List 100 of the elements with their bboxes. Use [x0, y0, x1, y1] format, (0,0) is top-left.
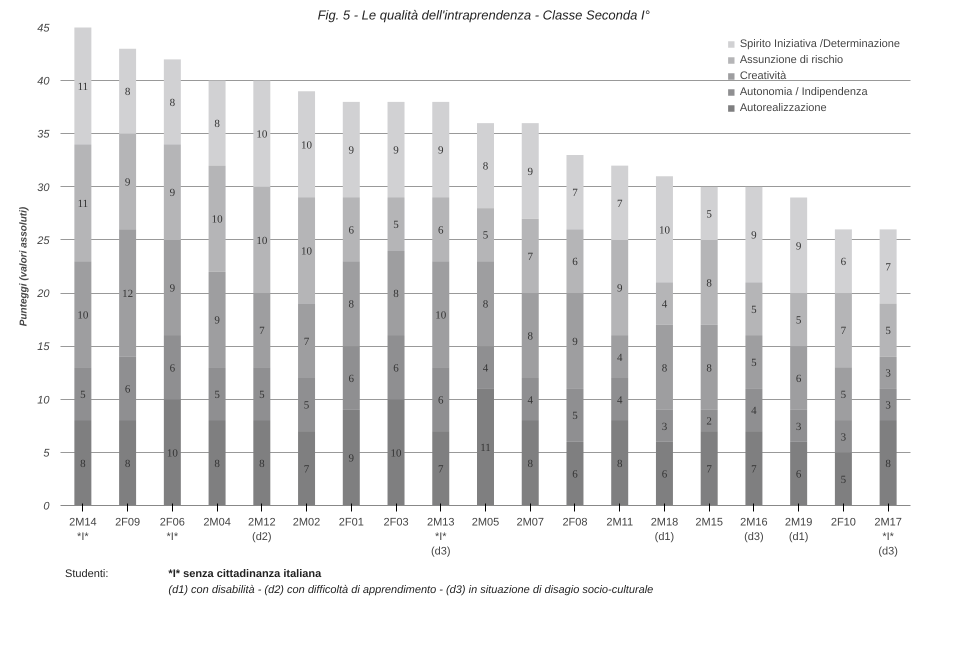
bar	[432, 197, 450, 262]
bar	[522, 123, 539, 219]
data-label: 5	[304, 400, 310, 412]
bar	[611, 378, 628, 421]
data-label: 8	[124, 458, 131, 470]
data-label: 9	[527, 166, 534, 178]
x-tick-label: 2F06 *I*	[160, 516, 185, 543]
bar	[388, 336, 405, 400]
data-label: 10	[301, 139, 313, 152]
y-tick-label: 35	[37, 128, 50, 141]
bar	[477, 123, 494, 208]
bar	[298, 91, 316, 198]
data-label: 10	[256, 128, 268, 141]
bar	[745, 336, 762, 389]
data-label: 7	[616, 198, 623, 210]
bar	[164, 240, 181, 336]
data-label: 8	[482, 298, 489, 311]
bar	[432, 367, 450, 432]
data-label: 3	[662, 420, 668, 433]
x-tick-label: 2M17 *I* (d3)	[874, 516, 902, 558]
bar	[342, 102, 360, 198]
bar	[880, 388, 897, 421]
data-label: 5	[80, 388, 86, 401]
x-tick-label: 2M13 *I* (d3)	[427, 516, 455, 558]
bar	[656, 410, 673, 442]
data-label: 9	[348, 144, 355, 157]
data-label: 9	[616, 282, 623, 295]
y-tick-label: 20	[36, 288, 50, 300]
bar	[700, 240, 718, 325]
bar	[432, 102, 450, 198]
y-tick-label: 15	[37, 341, 50, 354]
data-label: 5	[259, 388, 266, 401]
bar	[253, 367, 270, 421]
bar	[522, 293, 539, 378]
bar	[700, 324, 718, 410]
legend-label: Autonomia / Indipendenza	[740, 85, 868, 99]
data-label: 11	[480, 442, 491, 454]
text: *I* senza cittadinanza italiana	[168, 567, 322, 582]
data-label: 9	[348, 452, 355, 465]
data-label: 8	[80, 458, 86, 470]
x-tick-label: 2M11	[606, 516, 634, 528]
data-label: 8	[170, 96, 176, 109]
bar	[208, 272, 226, 368]
bar	[611, 240, 628, 336]
data-label: 9	[124, 176, 131, 189]
bar	[74, 144, 92, 262]
data-label: 2	[706, 416, 712, 428]
data-label: 6	[572, 468, 578, 481]
bar	[611, 336, 628, 378]
data-label: 6	[170, 362, 176, 374]
bar	[388, 250, 405, 336]
data-label: 6	[438, 224, 444, 236]
bar	[656, 282, 673, 325]
bar	[477, 208, 494, 262]
data-label: 8	[393, 288, 400, 300]
legend-label: Assunzione di rischio	[740, 53, 844, 67]
bar	[745, 282, 762, 336]
text: (d1) con disabilità - (d2) con difficoltà di apprendimento - (d3) in situazione di disagio socio-culturale	[168, 582, 654, 598]
x-tick-label: 2M15	[695, 516, 723, 528]
y-tick-label: 5	[43, 447, 50, 460]
data-label: 5	[751, 357, 758, 370]
bar	[164, 59, 181, 144]
bar	[522, 218, 539, 294]
bar	[342, 261, 360, 346]
bar	[342, 197, 360, 262]
data-label: 3	[796, 420, 802, 433]
data-label: 3	[885, 368, 892, 380]
bar	[253, 80, 270, 187]
bar	[880, 229, 897, 304]
data-label: 10	[77, 309, 89, 322]
data-label: 5	[482, 230, 489, 242]
x-tick-label: 2M04	[203, 516, 231, 528]
data-label: 9	[751, 230, 758, 242]
data-label: 9	[170, 282, 176, 295]
data-label: 7	[751, 463, 758, 476]
data-label: 5	[840, 388, 847, 401]
data-label: 8	[662, 362, 668, 374]
data-label: 7	[304, 463, 310, 476]
data-label: 5	[214, 388, 220, 401]
bar	[74, 367, 92, 421]
x-tick-label: 2M05	[472, 516, 500, 528]
data-label: 8	[124, 86, 131, 98]
data-label: 6	[840, 256, 847, 268]
bar	[566, 388, 584, 442]
x-tick-label: 2M07	[516, 516, 544, 528]
data-label: 4	[527, 394, 534, 406]
bar	[74, 261, 92, 368]
x-tick-label: 2M14 *I*	[69, 516, 97, 543]
data-label: 6	[572, 256, 578, 268]
bar	[208, 367, 226, 421]
bar	[164, 144, 181, 240]
bar	[208, 166, 226, 272]
data-label: 7	[706, 463, 712, 476]
data-label: 12	[122, 288, 134, 300]
data-label: 6	[393, 362, 400, 374]
y-tick-label: 45	[37, 22, 50, 34]
data-label: 7	[840, 325, 847, 338]
data-label: 4	[616, 394, 623, 406]
data-label: 7	[885, 262, 892, 274]
data-label: 8	[214, 118, 220, 130]
